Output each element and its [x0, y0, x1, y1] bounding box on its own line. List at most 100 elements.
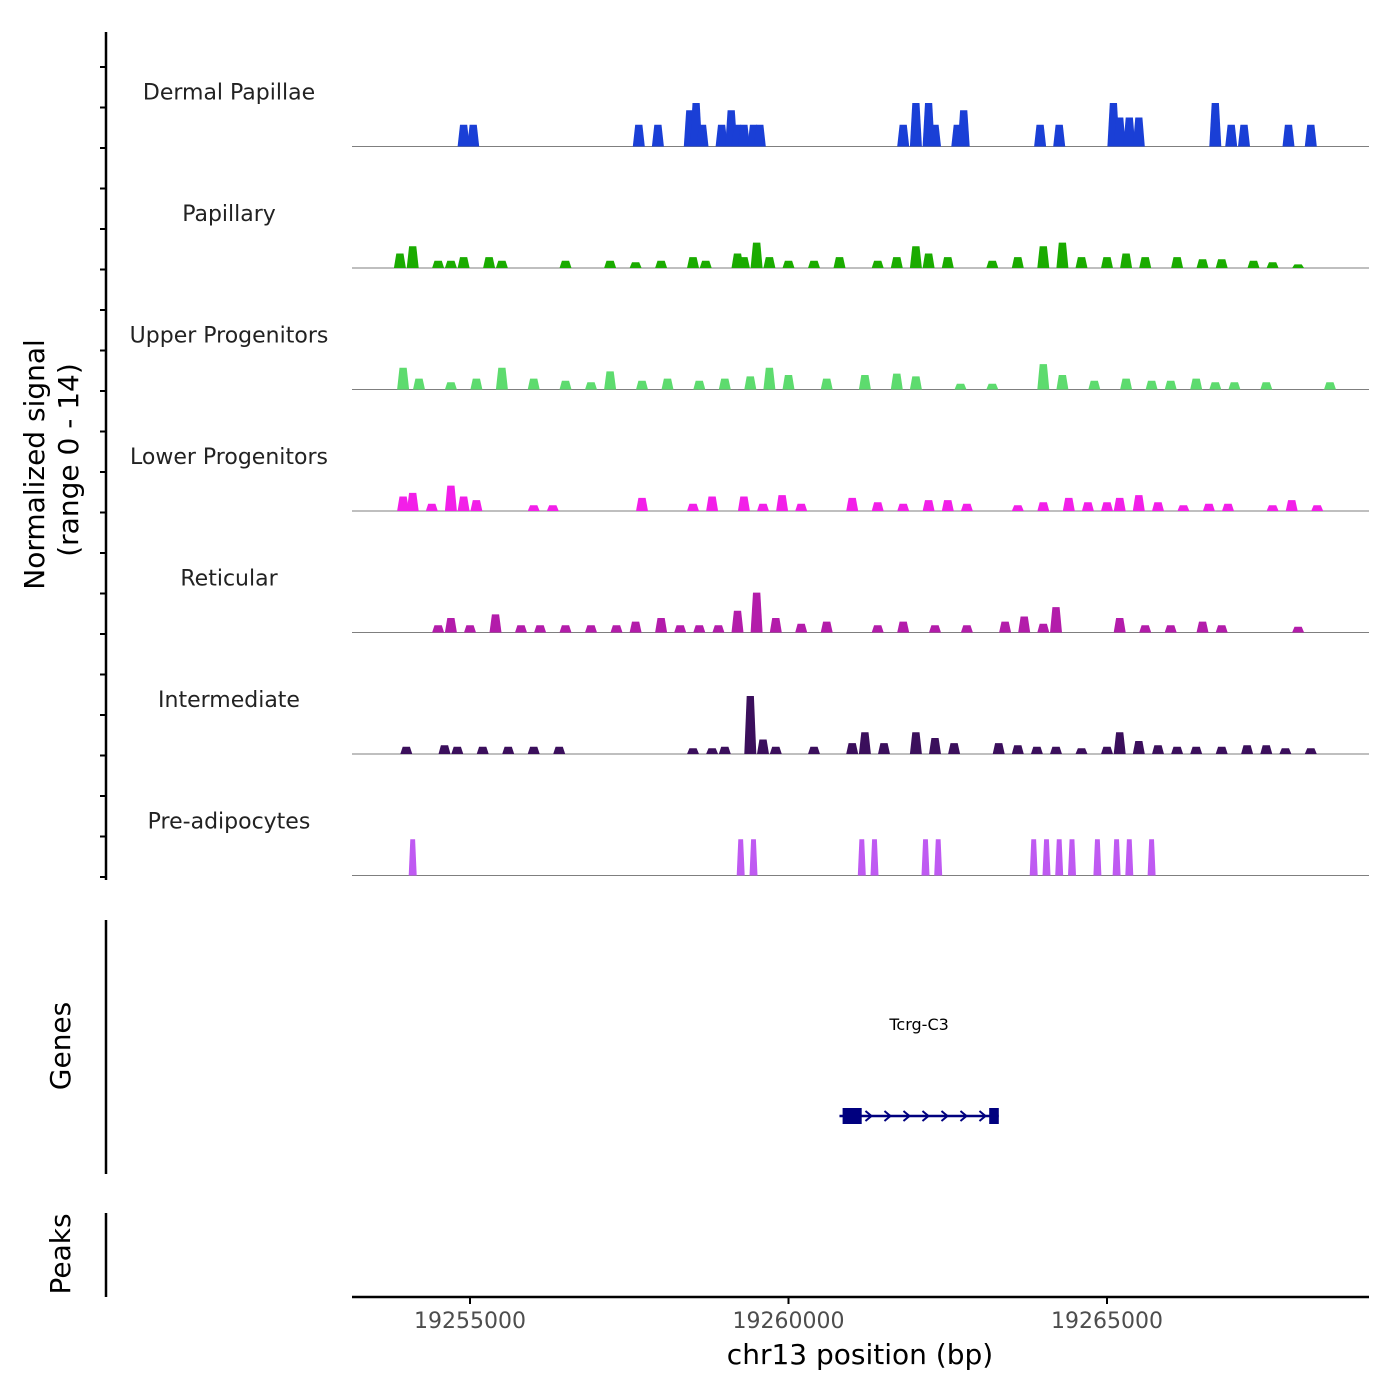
signal-peak	[909, 376, 922, 390]
signal-peak	[1152, 745, 1164, 754]
signal-peak	[941, 257, 954, 268]
signal-peak	[776, 495, 789, 511]
signal-peak	[1266, 505, 1279, 511]
signal-peak	[1125, 839, 1134, 876]
track-label: Reticular	[180, 567, 278, 592]
track-papillary: Papillary	[182, 202, 1369, 269]
signal-peak	[1034, 124, 1047, 147]
peaks-panel-label: Peaks	[44, 1213, 77, 1294]
track-lower-progenitors: Lower Progenitors	[130, 445, 1369, 512]
signal-peak	[1266, 262, 1279, 268]
signal-peak	[1304, 748, 1317, 754]
signal-peak	[1247, 260, 1260, 268]
signal-peak	[954, 383, 967, 390]
signal-peak	[1215, 625, 1228, 633]
signal-peak	[909, 103, 922, 147]
signal-peak	[878, 743, 890, 754]
signal-peak	[992, 743, 1005, 754]
gene-annotations: Tcrg-C3	[839, 1015, 999, 1124]
signal-peak	[604, 260, 617, 268]
signal-peak	[553, 746, 566, 754]
signal-peak	[749, 839, 758, 876]
signal-peak	[763, 367, 776, 390]
signal-peak	[1037, 502, 1050, 511]
track-label: Upper Progenitors	[130, 324, 329, 349]
signal-peak	[687, 503, 699, 511]
signal-peak	[929, 738, 941, 754]
signal-peak	[757, 503, 769, 511]
signal-peak	[1037, 364, 1050, 390]
signal-peak	[712, 625, 725, 633]
signal-peak	[470, 378, 483, 390]
signal-peak	[1228, 382, 1241, 390]
signal-peak	[610, 625, 623, 633]
signal-peak	[846, 743, 859, 754]
signal-peak	[476, 746, 489, 754]
signal-peak	[871, 625, 884, 633]
signal-peak	[397, 496, 410, 511]
signal-peak	[1324, 382, 1336, 390]
signal-peak	[1056, 375, 1069, 390]
signal-peak	[731, 610, 744, 633]
track-upper-progenitors: Upper Progenitors	[130, 324, 1369, 390]
signal-peak	[693, 625, 706, 633]
signal-peak	[527, 746, 540, 754]
gene-label: Tcrg-C3	[888, 1015, 948, 1034]
signal-peak	[922, 500, 935, 511]
signal-peak	[1093, 839, 1102, 876]
signal-peak	[604, 371, 617, 390]
signal-peak	[1120, 253, 1133, 268]
signal-peak	[999, 621, 1012, 633]
x-axis-title: chr13 position (bp)	[727, 1338, 993, 1371]
signal-peak	[1177, 505, 1190, 511]
signal-peak	[559, 380, 572, 390]
signal-peak	[495, 260, 508, 268]
strand-arrow	[978, 1110, 988, 1122]
signal-peak	[769, 746, 782, 754]
signal-peak	[693, 380, 706, 390]
signal-peak	[1164, 380, 1177, 390]
signal-peak	[483, 257, 496, 268]
signal-peak	[1260, 382, 1273, 390]
signal-peak	[833, 257, 846, 268]
signal-peak	[934, 839, 943, 876]
signal-peak	[585, 382, 597, 390]
signal-peak	[1132, 117, 1145, 147]
signal-peak	[858, 732, 871, 754]
signal-peak	[651, 124, 664, 147]
strand-arrow	[940, 1110, 950, 1122]
signal-peak	[444, 260, 457, 268]
x-tick-label: 19255000	[414, 1309, 526, 1334]
signal-peak	[489, 614, 502, 633]
signal-peak	[1088, 380, 1101, 390]
signal-peak	[1101, 746, 1113, 754]
signal-peak	[795, 503, 808, 511]
strand-arrow	[883, 1110, 893, 1122]
signal-peak	[1209, 382, 1222, 390]
signal-peak	[960, 503, 973, 511]
signal-peak	[1075, 748, 1088, 754]
signal-peak	[696, 124, 709, 147]
signal-peak	[890, 373, 903, 390]
signal-peak	[1215, 259, 1228, 268]
signal-peak	[706, 748, 719, 754]
signal-peak	[1292, 626, 1305, 633]
signal-peak	[897, 621, 910, 633]
signal-peak	[687, 257, 699, 268]
signal-peak	[699, 260, 712, 268]
signal-peak	[1037, 246, 1050, 268]
signal-peak	[1238, 124, 1250, 147]
signal-peak	[629, 621, 642, 633]
signal-peak	[1050, 607, 1062, 633]
signal-peak	[737, 124, 750, 147]
signal-peak	[1285, 500, 1298, 511]
signal-peak	[636, 380, 648, 390]
signal-peak	[515, 625, 527, 633]
signal-peak	[1279, 748, 1292, 754]
signal-peak	[769, 618, 782, 633]
signal-peak	[986, 383, 999, 390]
signal-peak	[736, 839, 745, 876]
signal-tracks: Dermal Papillae Papillary Upper Progenitor…	[130, 81, 1369, 876]
signal-peak	[718, 378, 731, 390]
signal-peak	[706, 496, 719, 511]
